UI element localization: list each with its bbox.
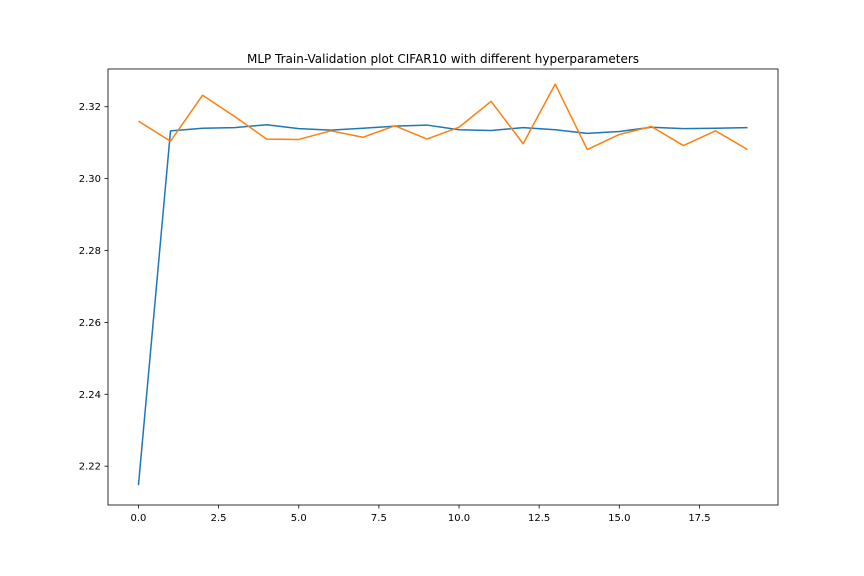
y-tick-label: 2.28 [79, 246, 101, 257]
x-tick-label: 15.0 [608, 513, 630, 524]
axes-frame [107, 68, 779, 506]
y-tick-label: 2.26 [79, 318, 101, 329]
x-tick-label: 7.5 [371, 513, 387, 524]
x-tick-label: 2.5 [211, 513, 227, 524]
x-tick-label: 5.0 [291, 513, 307, 524]
y-tick-label: 2.22 [79, 462, 101, 473]
series-line-2 [138, 83, 748, 151]
x-tick-label: 10.0 [448, 513, 470, 524]
y-tick-label: 2.32 [79, 102, 101, 113]
y-tick-label: 2.30 [79, 174, 101, 185]
chart-title: MLP Train-Validation plot CIFAR10 with d… [247, 52, 639, 66]
x-tick-label: 17.5 [688, 513, 710, 524]
x-tick-label: 12.5 [528, 513, 550, 524]
y-tick-label: 2.24 [79, 390, 101, 401]
y-axis: 2.22 2.24 2.26 2.28 2.30 2.32 [79, 102, 108, 473]
series-line-1 [137, 123, 748, 486]
x-axis: 0.0 2.5 5.0 7.5 10.0 12.5 15.0 17.5 [131, 505, 711, 524]
x-tick-label: 0.0 [131, 513, 147, 524]
series-layer [137, 83, 748, 486]
